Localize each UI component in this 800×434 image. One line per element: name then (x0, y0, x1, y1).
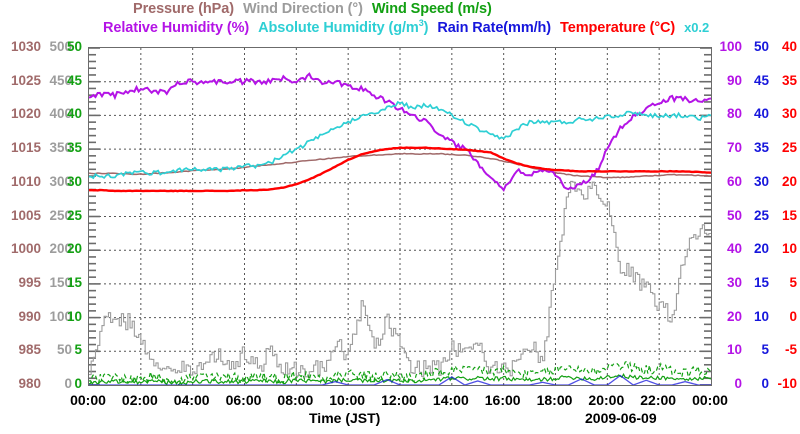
temperature-tick: -10 (777, 376, 797, 391)
x-axis-tick-label: 02:00 (121, 392, 158, 408)
temperature-tick: 40 (781, 39, 797, 54)
legend-item-rain-rate: Rain Rate(mm/h) (437, 19, 552, 36)
rain-rate-tick: 35 (753, 140, 769, 156)
wind-direction-tick: 200 (49, 241, 72, 257)
wind-speed-tick: 5 (74, 342, 82, 358)
wind-speed-tick: 35 (66, 140, 82, 156)
relative-humidity-tick: 10 (726, 342, 742, 358)
legend-row-secondary: Relative Humidity (%) Absolute Humidity (… (103, 18, 718, 36)
x-axis-tick-label: 22:00 (640, 392, 677, 408)
temperature-tick: 5 (789, 274, 797, 290)
temperature-tick: -5 (784, 342, 797, 358)
wind-speed-tick: 15 (66, 274, 82, 290)
pressure-tick: 985 (18, 342, 41, 358)
temperature-tick: 30 (781, 106, 797, 122)
relative-humidity-tick: 40 (726, 241, 742, 257)
pressure-tick: 980 (18, 376, 41, 391)
relative-humidity-tick: 60 (726, 173, 742, 189)
wind-speed-tick: 0 (74, 376, 82, 391)
x-axis-tick-label: 10:00 (329, 392, 366, 408)
pressure-tick: 1005 (10, 207, 41, 223)
relative-humidity-tick: 90 (726, 72, 742, 88)
x-axis-tick-label: 08:00 (277, 392, 314, 408)
x-axis-tick-label: 04:00 (173, 392, 210, 408)
rain-rate-tick: 20 (753, 241, 769, 257)
wind-speed-tick: 50 (66, 39, 82, 54)
temperature-tick: 25 (781, 140, 797, 156)
wind-direction-tick: 400 (49, 106, 72, 122)
relative-humidity-tick: 50 (726, 207, 742, 223)
rain-rate-tick: 15 (753, 274, 769, 290)
wind-direction-tick: 0 (64, 376, 72, 391)
relative-humidity-tick: 30 (726, 274, 742, 290)
x-axis-tick-label: 12:00 (381, 392, 417, 408)
wind-direction-tick: 300 (49, 173, 72, 189)
rain-rate-tick: 30 (753, 173, 769, 189)
rain-rate-tick: 45 (753, 72, 769, 88)
rain-rate-tick: 25 (753, 207, 769, 223)
x-axis-tick-label: 00:00 (692, 392, 728, 408)
pressure-tick: 1025 (10, 72, 41, 88)
relative-humidity-tick: 70 (726, 140, 742, 156)
x-axis-tick-label: 06:00 (225, 392, 262, 408)
temperature-tick: 35 (781, 72, 797, 88)
rain-rate-tick: 10 (753, 308, 769, 324)
pressure-tick: 1015 (10, 140, 41, 156)
legend-row-primary: Pressure (hPa) Wind Direction (°) Wind Spe… (133, 1, 501, 17)
wind-speed-tick: 45 (66, 72, 82, 88)
wind-direction-tick: 350 (49, 140, 72, 156)
relative-humidity-tick: 20 (726, 308, 742, 324)
temperature-tick: 10 (781, 241, 797, 257)
rain-rate-tick: 40 (753, 106, 769, 122)
wind-direction-tick: 50 (56, 342, 72, 358)
rain-rate-tick: 5 (761, 342, 769, 358)
pressure-tick: 995 (18, 274, 41, 290)
wind-speed-tick: 20 (66, 241, 82, 257)
pressure-tick: 1010 (10, 173, 41, 189)
wind-speed-tick: 30 (66, 173, 82, 189)
x-axis-tick-label: 20:00 (588, 392, 625, 408)
wind-speed-tick: 10 (66, 308, 82, 324)
pressure-tick: 990 (18, 308, 41, 324)
rain-rate-tick: 50 (753, 39, 769, 54)
legend-item-temperature: Temperature (°C) (560, 19, 676, 36)
legend-scale-note: x0.2 (684, 19, 710, 35)
wind-direction-tick: 250 (49, 207, 72, 223)
legend-item-wind-speed: Wind Speed (m/s) (371, 1, 492, 17)
wind-direction-tick: 150 (49, 274, 72, 290)
wind-speed-tick: 25 (66, 207, 82, 223)
wind-direction-tick: 100 (49, 308, 72, 324)
legend-item-relative-humidity: Relative Humidity (%) (103, 19, 250, 36)
x-axis-tick-label: 00:00 (70, 392, 106, 408)
rain-rate-tick: 0 (761, 376, 769, 391)
relative-humidity-tick: 0 (734, 376, 742, 391)
pressure-tick: 1000 (10, 241, 41, 257)
plot-area (88, 47, 712, 386)
pressure-tick: 1020 (10, 106, 41, 122)
temperature-tick: 20 (781, 173, 797, 189)
x-axis-title: Time (JST) (309, 410, 381, 426)
relative-humidity-tick: 100 (719, 39, 742, 54)
x-axis-tick-label: 16:00 (484, 392, 521, 408)
plot-canvas (89, 48, 711, 385)
legend-item-absolute-humidity: Absolute Humidity (g/m3) (258, 18, 429, 36)
chart-date-label: 2009-06-09 (585, 410, 657, 426)
wind-speed-tick: 40 (66, 106, 82, 122)
relative-humidity-tick: 80 (726, 106, 742, 122)
legend-item-wind-direction: Wind Direction (°) (242, 1, 363, 17)
pressure-tick: 1030 (10, 39, 41, 54)
x-axis-tick-label: 18:00 (536, 392, 573, 408)
wind-direction-tick: 500 (49, 39, 72, 54)
wind-direction-tick: 450 (49, 72, 72, 88)
x-axis-tick-label: 14:00 (432, 392, 469, 408)
legend-item-pressure: Pressure (hPa) (133, 1, 234, 17)
temperature-tick: 15 (781, 207, 797, 223)
temperature-tick: 0 (789, 308, 797, 324)
